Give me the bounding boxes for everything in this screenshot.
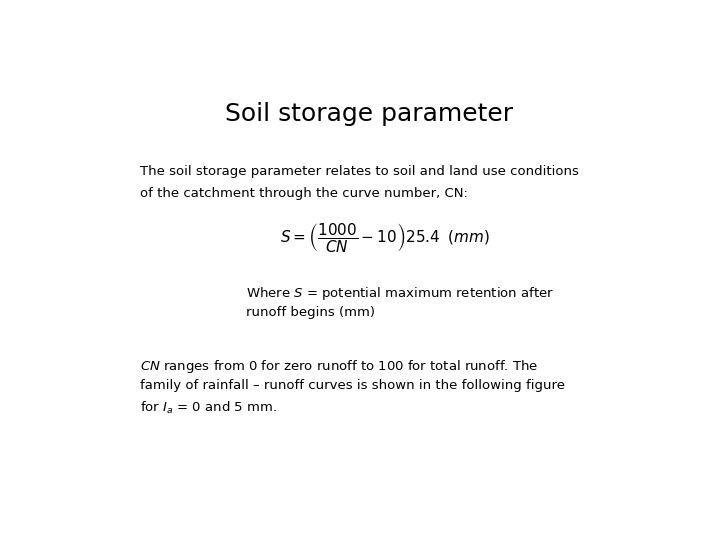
Text: of the catchment through the curve number, CN:: of the catchment through the curve numbe… (140, 187, 468, 200)
Text: for $I_a$ = 0 and 5 mm.: for $I_a$ = 0 and 5 mm. (140, 400, 277, 416)
Text: $CN$ ranges from $0$ for zero runoff to $100$ for total runoff. The: $CN$ ranges from $0$ for zero runoff to … (140, 358, 539, 375)
Text: Soil storage parameter: Soil storage parameter (225, 102, 513, 126)
Text: $S = \left(\dfrac{1000}{CN} - 10\right)25.4 \;\; (mm)$: $S = \left(\dfrac{1000}{CN} - 10\right)2… (280, 221, 490, 254)
Text: family of rainfall – runoff curves is shown in the following figure: family of rainfall – runoff curves is sh… (140, 379, 565, 392)
Text: The soil storage parameter relates to soil and land use conditions: The soil storage parameter relates to so… (140, 165, 579, 178)
Text: runoff begins (mm): runoff begins (mm) (246, 306, 375, 319)
Text: Where $S$ = potential maximum retention after: Where $S$ = potential maximum retention … (246, 285, 554, 302)
